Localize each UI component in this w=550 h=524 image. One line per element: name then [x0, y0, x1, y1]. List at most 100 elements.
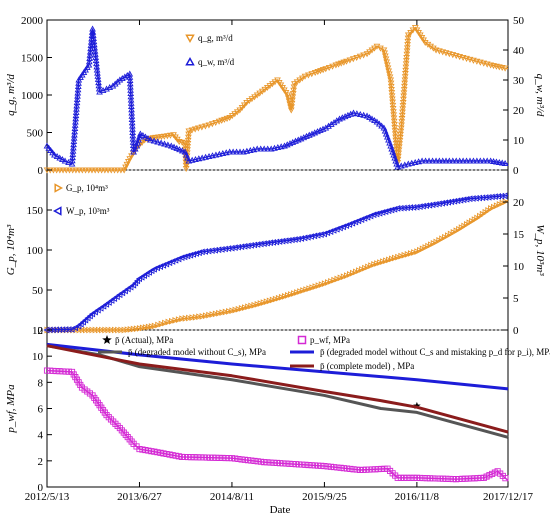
data-marker [436, 237, 443, 244]
data-marker [198, 124, 206, 131]
data-marker [459, 157, 467, 164]
x-tick-label: 2014/8/11 [210, 491, 254, 503]
data-marker [209, 311, 216, 318]
data-marker [429, 157, 436, 164]
data-marker [396, 138, 404, 145]
data-marker [275, 294, 282, 302]
w-p-10-m-markers [43, 192, 508, 334]
data-marker [72, 115, 80, 122]
data-marker [261, 86, 269, 93]
data-marker [368, 115, 376, 122]
data-marker [429, 45, 437, 52]
data-marker [340, 273, 347, 281]
data-marker [219, 309, 226, 317]
data-marker [92, 326, 99, 334]
data-marker [118, 326, 125, 334]
data-marker [75, 322, 82, 330]
data-marker [382, 56, 390, 63]
data-marker [108, 326, 115, 334]
legend-actual-swatch [102, 335, 112, 344]
data-marker [178, 147, 186, 154]
data-marker [133, 142, 141, 149]
data-marker [119, 289, 126, 297]
data-marker [315, 282, 322, 289]
data-marker [75, 79, 82, 86]
data-marker [398, 119, 406, 126]
data-marker [328, 277, 335, 285]
data-marker [380, 258, 387, 266]
data-marker [378, 122, 385, 129]
data-marker [389, 99, 396, 106]
data-marker [56, 154, 64, 161]
data-marker [53, 152, 61, 160]
data-marker [303, 286, 310, 293]
data-marker [392, 137, 400, 144]
data-marker [73, 105, 80, 112]
data-marker [127, 325, 134, 333]
data-marker [398, 122, 405, 129]
data-marker [390, 109, 397, 116]
data-marker [161, 140, 168, 147]
q-g-m-d-markers [43, 24, 509, 174]
data-marker [238, 104, 246, 112]
data-marker [418, 157, 426, 164]
actual-pressure-point [413, 401, 421, 410]
data-marker [169, 317, 176, 325]
data-marker [226, 148, 234, 155]
data-marker [498, 192, 505, 200]
data-marker [343, 272, 351, 279]
data-marker [318, 281, 325, 288]
data-marker [386, 74, 394, 81]
data-marker [69, 147, 77, 154]
data-marker [150, 137, 158, 144]
data-marker [296, 77, 304, 84]
y-tick-label: 4 [38, 430, 44, 442]
data-marker [383, 59, 391, 66]
data-marker [112, 420, 119, 427]
data-marker [127, 93, 135, 100]
data-marker [164, 141, 172, 148]
data-marker [86, 312, 93, 320]
data-marker [494, 193, 502, 200]
data-marker [62, 326, 69, 333]
data-marker [392, 472, 399, 479]
data-marker [86, 48, 94, 55]
data-marker [360, 111, 368, 118]
data-marker [329, 63, 336, 70]
y2-tick-label: 15 [513, 229, 525, 241]
data-marker [185, 131, 193, 138]
data-marker [251, 94, 258, 101]
data-marker [400, 93, 408, 100]
data-marker [253, 92, 261, 99]
data-marker [85, 167, 93, 174]
data-marker [130, 148, 137, 155]
p-complete-model-mpa-line [46, 344, 509, 434]
data-marker [402, 71, 409, 78]
data-marker [346, 57, 354, 64]
data-marker [134, 139, 142, 146]
data-marker [391, 128, 399, 135]
plot-frame [46, 19, 509, 488]
data-marker [303, 132, 310, 139]
data-marker [368, 262, 375, 270]
data-marker [486, 472, 493, 479]
data-marker [55, 326, 63, 334]
data-marker [69, 144, 77, 151]
data-marker [129, 138, 137, 145]
data-marker [442, 233, 449, 241]
data-marker [496, 201, 503, 208]
data-marker [401, 74, 409, 81]
data-marker [243, 99, 250, 107]
p-wf-mpa-line [46, 369, 509, 481]
data-marker [385, 68, 393, 75]
data-marker [403, 45, 411, 52]
data-marker [359, 266, 366, 273]
legend-qg-label: q_g, m³/d [198, 33, 233, 43]
data-marker [422, 157, 429, 164]
data-marker [157, 139, 165, 146]
data-marker [325, 279, 332, 286]
data-marker [360, 52, 367, 59]
data-marker [215, 118, 223, 125]
data-marker [101, 409, 108, 416]
data-marker [103, 411, 110, 419]
